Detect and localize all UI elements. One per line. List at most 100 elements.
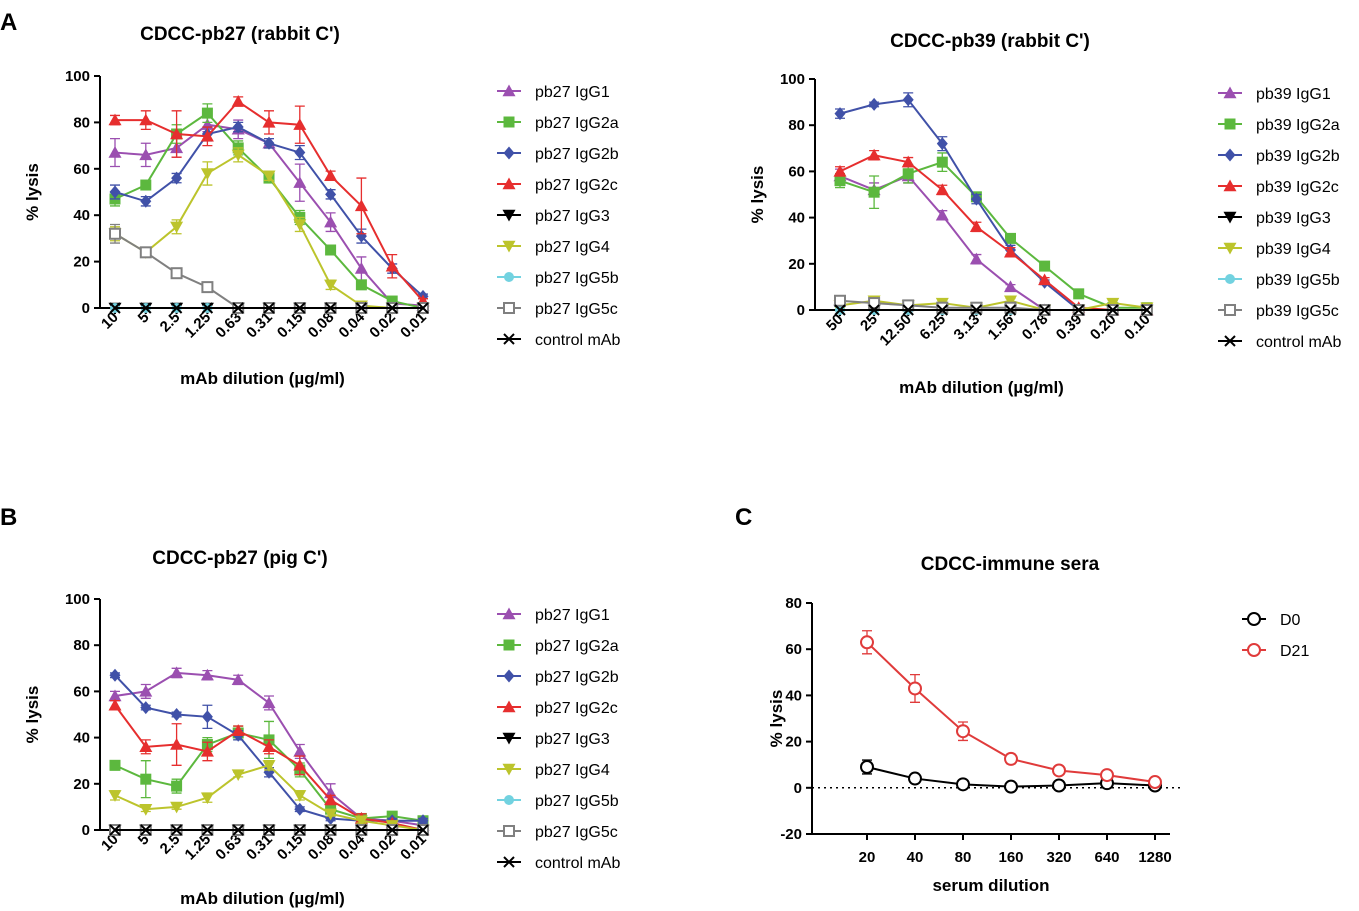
- data-point-control-mab: [868, 304, 880, 316]
- x-tick-label: 1.25: [182, 309, 215, 342]
- y-tick-label: 0: [797, 302, 805, 319]
- legend-label: pb27 IgG5c: [535, 301, 618, 318]
- y-tick-label: 0: [794, 780, 802, 797]
- chart-c-immune-sera: CDCC-immune sera -20 0 20 40 60 80 20 40 80 160 320…: [767, 554, 1309, 895]
- legend-marker: [1225, 274, 1235, 284]
- data-point-pb39-igg2c: [1038, 273, 1052, 286]
- legend-marker: [504, 795, 514, 805]
- data-point-d0: [956, 777, 970, 792]
- data-point-pb39-igg2a: [1039, 260, 1051, 272]
- legend-label: pb27 IgG2c: [535, 700, 618, 717]
- data-point-pb27-igg1: [262, 696, 276, 709]
- data-point-control-mab: [263, 302, 275, 314]
- legend-marker: [502, 240, 516, 253]
- data-point-pb39-igg2c: [935, 183, 949, 196]
- panel-letter-b: B: [0, 504, 17, 531]
- y-tick-label: 60: [73, 683, 90, 700]
- x-tick-label: 640: [1094, 849, 1119, 866]
- data-point-control-mab: [109, 302, 121, 314]
- data-point-d21: [1100, 768, 1114, 783]
- data-point-pb39-igg5c: [1004, 301, 1017, 314]
- data-point-control-mab: [355, 824, 368, 836]
- legend-label: control mAb: [1256, 334, 1341, 351]
- data-point-pb39-igg2b: [902, 93, 914, 107]
- legend-label: pb27 IgG5b: [535, 270, 619, 287]
- data-point-control-mab: [263, 824, 275, 836]
- data-point-pb27-igg2c: [200, 744, 214, 757]
- data-point-pb39-igg2b: [936, 137, 948, 151]
- data-point-pb27-igg2b: [294, 802, 306, 816]
- legend-item-pb27-igg2a: pb27 IgG2a: [497, 115, 619, 132]
- legend-marker: [502, 177, 516, 190]
- data-point-pb27-igg2c: [108, 113, 122, 126]
- data-point-pb27-igg2c: [262, 740, 276, 753]
- y-tick-label: 80: [788, 117, 805, 134]
- data-point-pb27-igg1: [324, 215, 338, 228]
- legend-label: control mAb: [535, 855, 620, 872]
- data-point-pb27-igg2b: [140, 701, 152, 715]
- y-tick-label: 100: [65, 591, 90, 608]
- data-point-pb39-igg4: [1106, 297, 1120, 310]
- data-point-pb27-igg2c: [324, 169, 338, 181]
- legend-item-pb27-igg4: pb27 IgG4: [497, 762, 610, 779]
- data-point-pb27-igg4: [139, 804, 153, 816]
- legend-label: pb39 IgG1: [1256, 86, 1331, 103]
- y-tick-label: 0: [82, 300, 90, 317]
- legend-label: pb39 IgG2b: [1256, 148, 1340, 165]
- legend-marker: [502, 763, 516, 776]
- legend-label: D0: [1280, 612, 1301, 629]
- legend-label: pb39 IgG3: [1256, 210, 1331, 227]
- series-control-mab: [834, 304, 1153, 316]
- data-point-pb27-igg2b: [263, 136, 275, 150]
- legend-marker: [504, 272, 514, 282]
- data-point-control-mab: [417, 302, 429, 314]
- data-point-pb27-igg1: [231, 673, 245, 686]
- y-tick-label: 20: [785, 734, 802, 751]
- data-point-pb39-igg1: [969, 252, 983, 265]
- data-point-pb27-igg1: [354, 262, 368, 274]
- data-point-pb27-igg2a: [171, 780, 183, 792]
- data-point-control-mab: [294, 302, 306, 314]
- series-line-pb39-igg1: [839, 174, 1147, 311]
- data-point-pb27-igg1: [139, 148, 153, 161]
- data-point-pb27-igg2a: [201, 107, 213, 119]
- data-point-pb27-igg2b: [201, 710, 213, 724]
- x-tick-label: 160: [998, 849, 1023, 866]
- legend-marker: [503, 146, 515, 160]
- series-control-mab: [109, 824, 429, 836]
- y-axis-label: % lysis: [767, 690, 786, 748]
- data-point-pb27-igg2a: [140, 179, 152, 191]
- x-tick-label: 1280: [1138, 849, 1171, 866]
- legend-label: pb39 IgG2c: [1256, 179, 1339, 196]
- data-point-control-mab: [201, 302, 214, 314]
- x-tick-label: 40: [907, 849, 924, 866]
- x-tick-label: 12.50: [876, 311, 915, 350]
- legend-marker: [1224, 148, 1236, 162]
- data-point-pb27-igg1: [293, 744, 307, 757]
- y-tick-label: 40: [785, 687, 802, 704]
- legend-marker: [503, 116, 515, 128]
- x-axis-label: mAb dilution (µg/ml): [899, 378, 1064, 397]
- data-point-d0: [1052, 778, 1066, 793]
- legend-item-pb39-igg2b: pb39 IgG2b: [1218, 148, 1340, 165]
- legend-label: pb39 IgG5b: [1256, 272, 1340, 289]
- data-point-control-mab: [294, 824, 306, 836]
- legend-item-d0: D0: [1242, 612, 1301, 629]
- y-tick-label: 60: [785, 641, 802, 658]
- legend-label: pb27 IgG2b: [535, 669, 619, 686]
- data-point-pb27-igg2b: [325, 187, 337, 201]
- legend-label: D21: [1280, 643, 1309, 660]
- data-point-pb27-igg2b: [232, 120, 244, 134]
- legend-label: pb39 IgG2a: [1256, 117, 1340, 134]
- data-point-control-mab: [386, 824, 398, 836]
- y-axis-label: % lysis: [23, 686, 42, 744]
- legend-item-pb27-igg2c: pb27 IgG2c: [497, 700, 618, 717]
- data-point-pb27-igg4: [262, 760, 276, 772]
- data-point-pb27-igg2b: [109, 185, 121, 199]
- data-point-control-mab: [324, 824, 337, 836]
- data-point-pb39-igg2c: [1004, 245, 1017, 258]
- legend-label: pb27 IgG3: [535, 731, 610, 748]
- x-axis-label: serum dilution: [932, 876, 1049, 895]
- y-tick-label: 60: [788, 163, 805, 180]
- legend-marker: [1223, 211, 1237, 224]
